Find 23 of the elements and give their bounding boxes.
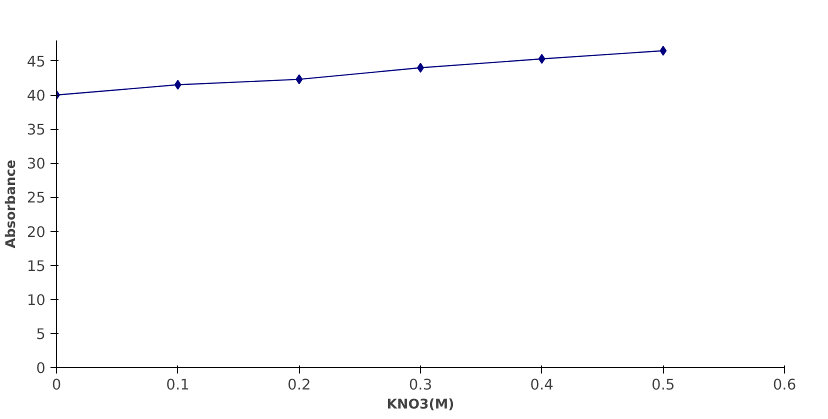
point — [296, 74, 303, 84]
point — [538, 54, 546, 64]
y-tick-label: 20 — [26, 224, 46, 241]
x-axis-title: KNO3(M) — [386, 398, 454, 412]
x-tick-label: 0.6 — [772, 376, 796, 394]
y-tick-label: 15 — [26, 258, 46, 275]
x-tick-label: 0.3 — [408, 376, 432, 394]
y-tick-label: 25 — [26, 190, 46, 207]
y-tick-label: 30 — [26, 156, 46, 173]
x-tick-label: 0 — [52, 376, 62, 394]
y-tick-label: 35 — [26, 122, 46, 139]
y-tick-label: 5 — [36, 326, 46, 343]
y-tick-label: 45 — [26, 53, 46, 70]
x-tick-label: 0.5 — [652, 376, 675, 394]
x-tick-label: 0.1 — [166, 376, 190, 394]
y-tick-label: 40 — [26, 88, 46, 104]
point — [174, 80, 182, 90]
point — [660, 46, 667, 56]
y-axis-title: Absorbance — [4, 160, 19, 248]
y-tick-label: 0 — [36, 360, 46, 377]
y-tick-label: 10 — [26, 292, 46, 309]
x-tick-label: 0.2 — [288, 376, 311, 394]
x-tick-label: 0.4 — [530, 376, 554, 394]
